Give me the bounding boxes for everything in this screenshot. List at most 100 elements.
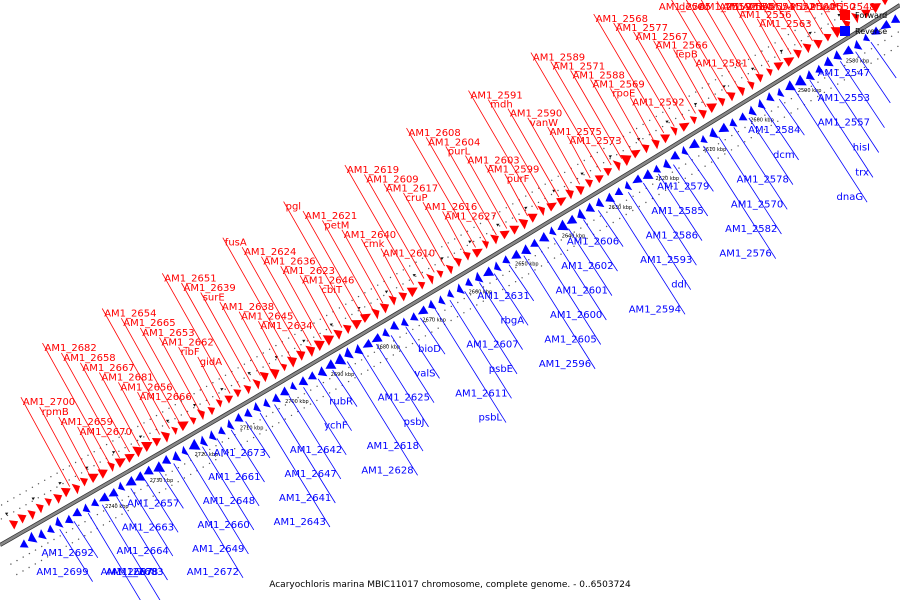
rail-dot [797, 108, 799, 110]
rail-dot [347, 380, 350, 383]
reverse-gene-label: AM1_2570 [731, 199, 783, 210]
label-leader-line [449, 299, 512, 399]
reverse-gene-arrow [382, 328, 391, 337]
forward-gene-label: AM1_2568 [596, 14, 648, 25]
label-leader-line [376, 343, 429, 428]
label-leader-line [465, 155, 508, 229]
forward-gene-label: AM1_2569 [593, 80, 645, 91]
rail-dot [774, 56, 776, 58]
rail-dot [322, 395, 324, 398]
rail-dot [684, 163, 687, 165]
reverse-gene-arrow [55, 516, 64, 528]
label-leader-line [493, 273, 529, 326]
rail-dot [424, 321, 427, 323]
rail-dot [764, 114, 766, 116]
forward-gene-arrow [773, 62, 784, 71]
label-leader-line [422, 202, 456, 261]
kbp-tick-label: 2740 kbp [105, 504, 129, 510]
forward-gene-arrow [808, 31, 812, 35]
label-leader-line [629, 97, 654, 140]
rail-dot [499, 211, 501, 213]
reverse-gene-arrow [308, 371, 317, 380]
rail-dot [415, 275, 417, 277]
rail-dot [71, 528, 74, 530]
rail-dot [619, 203, 621, 205]
rail-dot [794, 44, 796, 46]
rail-dot [165, 488, 167, 490]
reverse-gene-arrow [566, 214, 578, 224]
reverse-gene-arrow [65, 514, 74, 524]
rail-dot [521, 277, 523, 279]
label-leader-line [197, 356, 221, 400]
rail-dot [730, 149, 733, 151]
rail-dot [284, 404, 287, 406]
rail-dot [664, 189, 667, 192]
label-leader-line [748, 117, 794, 185]
rail-dot [149, 418, 151, 420]
reverse-gene-arrow [162, 455, 172, 464]
reverse-gene-arrow [234, 413, 244, 422]
reverse-gene-arrow [709, 127, 719, 138]
rail-dot [84, 521, 86, 523]
rail-dot [463, 297, 465, 300]
rail-dot [655, 115, 657, 118]
rail-dot [96, 513, 99, 516]
forward-gene-arrow [329, 323, 333, 327]
rail-dot [16, 559, 18, 562]
label-leader-line [130, 488, 174, 557]
label-leader-line [468, 90, 539, 210]
forward-gene-arrow [722, 85, 726, 89]
rail-dot [714, 79, 717, 81]
rail-dot [294, 333, 296, 336]
rail-dot [133, 506, 136, 508]
rail-dot [287, 337, 290, 339]
reverse-gene-arrow [653, 164, 662, 173]
forward-gene-label: AM1_2681 [101, 373, 153, 384]
reverse-gene-label: AM1_2649 [192, 544, 244, 555]
rail-dot [447, 242, 449, 244]
forward-gene-arrow [651, 139, 660, 150]
rail-dot [668, 107, 671, 110]
label-leader-line [245, 421, 271, 459]
rail-dot [93, 465, 95, 467]
rail-dot [671, 171, 674, 173]
forward-gene-arrow [565, 189, 574, 200]
forward-gene-arrow [830, 27, 843, 38]
rail-dot [662, 111, 664, 114]
rail-dot [761, 50, 763, 52]
rail-dot [642, 123, 644, 126]
rail-dot [56, 486, 58, 488]
forward-gene-arrow [171, 426, 178, 435]
label-leader-line [42, 342, 110, 464]
rail-dot [622, 150, 624, 152]
label-leader-line [671, 0, 728, 95]
rail-dot [469, 308, 472, 310]
forward-gene-arrow [60, 487, 71, 498]
forward-gene-arrow [371, 308, 380, 320]
label-leader-line [283, 201, 353, 322]
rail-dot [199, 389, 201, 391]
rail-dot [102, 510, 105, 512]
kbp-tick-label: 2730 kbp [150, 478, 174, 484]
rail-dot [658, 193, 660, 196]
rail-dot [360, 373, 363, 375]
rail-dot [744, 141, 746, 143]
rail-dot [405, 346, 407, 349]
reverse-gene-label: psbE [489, 364, 513, 375]
rail-dot [199, 403, 201, 405]
forward-gene-arrow [207, 407, 216, 416]
rail-dot [760, 64, 763, 67]
forward-gene-label: AM1_2563 [759, 19, 811, 30]
rail-dot [367, 355, 369, 357]
rail-dot [661, 125, 664, 128]
rail-dot [262, 352, 264, 354]
label-leader-line [73, 520, 99, 559]
rail-dot [821, 13, 823, 15]
label-leader-line [839, 60, 885, 128]
reverse-gene-arrow [200, 435, 209, 447]
label-leader-line [613, 22, 675, 127]
rail-dot [790, 112, 792, 114]
gene-labels-layer: AM1_2547 AM1_2553 AM1_2557 hisI trx dnaG AM1_2… [23, 2, 876, 578]
rail-dot [515, 266, 517, 269]
rail-dot [823, 91, 826, 94]
